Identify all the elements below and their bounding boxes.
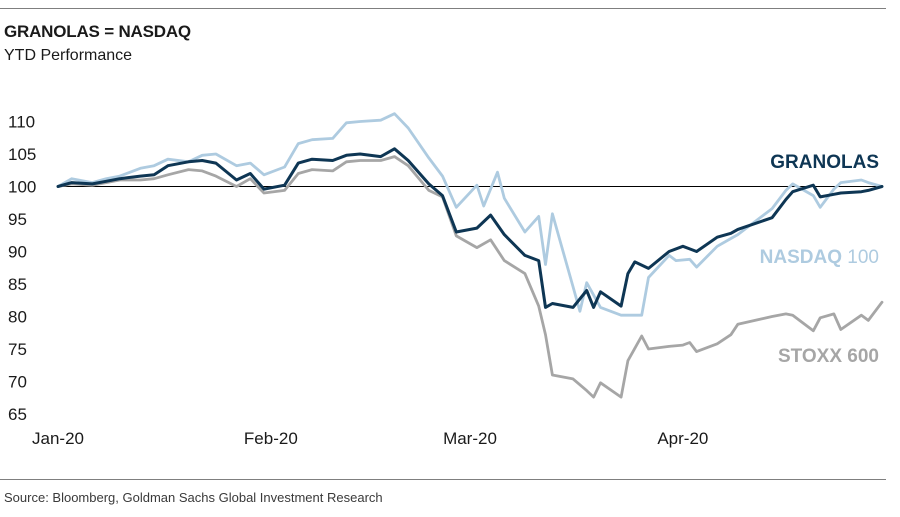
top-rule — [0, 8, 886, 9]
series-line-granolas — [56, 147, 884, 309]
x-tick-label: Apr-20 — [657, 429, 708, 448]
chart-title: GRANOLAS = NASDAQ — [4, 22, 191, 41]
x-tick-label: Mar-20 — [443, 429, 497, 448]
series-labels: STOXX 600 NASDAQ 100 GRANOLAS — [760, 152, 879, 367]
series-line-nasdaq-100 — [56, 112, 884, 317]
y-tick-label: 85 — [8, 275, 27, 294]
series-label-part: 100 — [842, 247, 879, 268]
series-label-part: STOXX 600 — [778, 346, 879, 367]
y-tick-label: 105 — [8, 145, 36, 164]
chart-subtitle: YTD Performance — [4, 47, 133, 64]
y-tick-label: 110 — [8, 113, 35, 132]
series-lines — [56, 112, 884, 399]
x-tick-label: Jan-20 — [32, 429, 84, 448]
y-tick-label: 90 — [8, 243, 27, 262]
series-label-part: NASDAQ — [760, 247, 842, 268]
series-label-granolas: GRANOLAS — [770, 152, 879, 173]
y-tick-label: 80 — [8, 308, 27, 327]
source-note: Source: Bloomberg, Goldman Sachs Global … — [4, 490, 383, 505]
bottom-rule — [0, 479, 886, 480]
y-tick-label: 95 — [8, 210, 27, 229]
series-label-nasdaq-100: NASDAQ 100 — [760, 247, 879, 268]
y-tick-label: 70 — [8, 373, 27, 392]
series-label-part: GRANOLAS — [770, 152, 879, 173]
x-tick-label: Feb-20 — [244, 429, 298, 448]
y-tick-label: 75 — [8, 340, 27, 359]
y-axis-ticks: 65 70 75 80 85 90 95 100 105 110 — [8, 113, 36, 425]
line-chart: 65 70 75 80 85 90 95 100 105 110 Jan-20 Feb-20 Mar-… — [8, 112, 884, 448]
series-label-stoxx-600: STOXX 600 — [778, 346, 879, 367]
y-tick-label: 100 — [8, 178, 36, 197]
y-tick-label: 65 — [8, 405, 27, 424]
x-axis-ticks: Jan-20 Feb-20 Mar-20 Apr-20 — [32, 429, 708, 448]
series-line-stoxx-600 — [56, 155, 884, 399]
